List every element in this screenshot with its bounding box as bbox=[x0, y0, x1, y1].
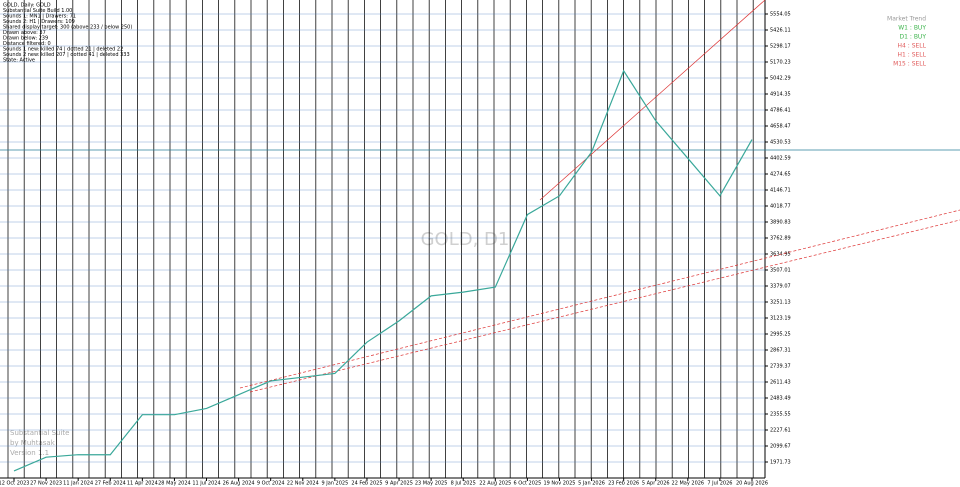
x-tick-label: 5 Apr 2026 bbox=[642, 481, 670, 487]
info-line: Sounds 1: MN1 | Drawers: 71 bbox=[3, 14, 76, 20]
price-line bbox=[13, 69, 753, 472]
info-line: Drawn below: 239 bbox=[3, 36, 48, 42]
brand-line: Substantial Suite bbox=[10, 429, 69, 437]
y-tick-label: 5554.05 bbox=[770, 12, 791, 18]
y-tick-label: 3507.01 bbox=[770, 268, 791, 274]
info-line: Substantial Suite Build 1.00 bbox=[3, 8, 72, 14]
y-tick-label: 3890.83 bbox=[770, 220, 791, 226]
x-tick-label: 7 Jul 2026 bbox=[707, 481, 732, 487]
trend-row: M15 : SELL bbox=[893, 61, 927, 68]
brand-line: Version 1.1 bbox=[10, 449, 49, 457]
y-tick-label: 4146.71 bbox=[770, 188, 791, 194]
x-tick-label: 23 Feb 2026 bbox=[608, 481, 639, 487]
x-tick-label: 20 Aug 2026 bbox=[736, 481, 768, 487]
x-tick-label: 11 Apr 2024 bbox=[127, 481, 158, 487]
y-tick-label: 3379.07 bbox=[770, 284, 791, 290]
trend-line bbox=[539, 0, 766, 201]
info-line: GOLD, Daily: GOLD bbox=[3, 3, 51, 9]
info-line: Sounds 2: H1 | Drawers: 109 bbox=[3, 19, 75, 25]
trend-line bbox=[239, 209, 960, 389]
trend-row: H1 : SELL bbox=[898, 52, 927, 59]
trend-title: Market Trend bbox=[887, 16, 926, 23]
brand-line: by Muhtasak bbox=[10, 439, 56, 447]
x-tick-label: 11 Jan 2024 bbox=[63, 481, 93, 487]
x-tick-label: 22 May 2026 bbox=[672, 481, 705, 487]
y-tick-label: 5170.23 bbox=[770, 60, 791, 66]
y-tick-label: 2867.31 bbox=[770, 348, 791, 354]
watermark: GOLD, D1 bbox=[421, 229, 510, 250]
x-tick-label: 9 Jan 2025 bbox=[321, 481, 348, 487]
x-tick-label: 27 Feb 2024 bbox=[95, 481, 126, 487]
y-tick-label: 2995.25 bbox=[770, 332, 791, 338]
y-tick-label: 2739.37 bbox=[770, 364, 791, 370]
x-tick-label: 11 Jul 2024 bbox=[192, 481, 220, 487]
info-line: Shared display target: 300 (above 233 / … bbox=[3, 25, 132, 31]
x-tick-label: 26 Aug 2024 bbox=[223, 481, 255, 487]
x-tick-label: 5 Jan 2026 bbox=[578, 481, 605, 487]
y-tick-label: 4530.53 bbox=[770, 140, 791, 146]
y-tick-label: 2483.49 bbox=[770, 396, 791, 402]
x-tick-label: 27 Nov 2023 bbox=[30, 481, 62, 487]
x-tick-label: 8 Jul 2025 bbox=[451, 481, 476, 487]
y-tick-label: 3251.13 bbox=[770, 300, 791, 306]
x-tick-label: 22 Aug 2025 bbox=[479, 481, 511, 487]
info-line: Sounds 1 new: killed 74 | dotted 21 | de… bbox=[3, 47, 123, 53]
info-line: Sounds 2 new: killed 207 | dotted 41 | d… bbox=[3, 52, 130, 58]
info-line: State: Active bbox=[3, 58, 35, 64]
y-tick-label: 4914.35 bbox=[770, 92, 791, 98]
y-tick-label: 3762.89 bbox=[770, 236, 791, 242]
y-tick-label: 2099.67 bbox=[770, 444, 791, 450]
y-tick-label: 5426.11 bbox=[770, 28, 791, 34]
x-tick-label: 6 Oct 2025 bbox=[514, 481, 542, 487]
y-tick-label: 1971.73 bbox=[770, 460, 791, 466]
x-tick-label: 28 May 2024 bbox=[158, 481, 191, 487]
trend-row: H4 : SELL bbox=[898, 43, 927, 50]
y-tick-label: 2355.55 bbox=[770, 412, 791, 418]
trend-row: W1 : BUY bbox=[898, 25, 926, 32]
y-tick-label: 3123.19 bbox=[770, 316, 791, 322]
x-tick-label: 23 May 2025 bbox=[415, 481, 448, 487]
y-tick-label: 4658.47 bbox=[770, 124, 791, 130]
y-tick-label: 5042.29 bbox=[770, 76, 791, 82]
info-line: Distance filtered: 0 bbox=[3, 41, 51, 47]
x-tick-label: 22 Nov 2024 bbox=[287, 481, 319, 487]
y-tick-label: 4018.77 bbox=[770, 204, 791, 210]
y-tick-label: 2227.61 bbox=[770, 428, 791, 434]
y-tick-label: 4402.59 bbox=[770, 156, 791, 162]
trend-line bbox=[249, 219, 960, 393]
y-tick-label: 4786.41 bbox=[770, 108, 791, 114]
x-tick-label: 9 Apr 2025 bbox=[385, 481, 413, 487]
x-tick-label: 19 Nov 2025 bbox=[543, 481, 575, 487]
brand-panel: Substantial Suite by Muhtasak Version 1.1 bbox=[10, 429, 69, 457]
y-tick-label: 4274.65 bbox=[770, 172, 791, 178]
trend-panel: Market Trend W1 : BUY D1 : BUY H4 : SELL H1 … bbox=[887, 16, 927, 68]
x-tick-label: 9 Oct 2024 bbox=[257, 481, 285, 487]
y-tick-label: 5298.17 bbox=[770, 44, 791, 50]
trend-row: D1 : BUY bbox=[900, 34, 927, 41]
x-tick-label: 12 Oct 2023 bbox=[0, 481, 29, 487]
y-tick-label: 2611.43 bbox=[770, 380, 791, 386]
x-tick-label: 24 Feb 2025 bbox=[351, 481, 382, 487]
